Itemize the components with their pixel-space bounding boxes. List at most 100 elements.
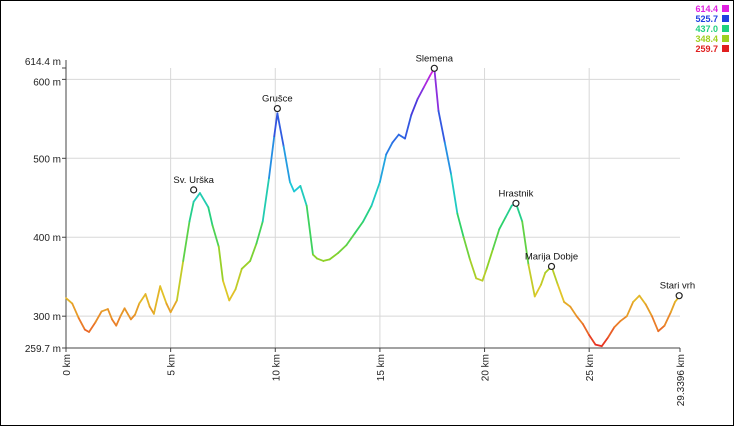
x-tick-label: 5 km (167, 354, 178, 376)
elevation-segment (211, 224, 220, 248)
legend-swatch (722, 15, 729, 22)
elevation-segment (613, 320, 622, 329)
elevation-segment (192, 192, 201, 203)
elevation-segment (293, 185, 302, 193)
peak-marker (273, 104, 281, 113)
elevation-segment (404, 113, 413, 140)
elevation-segment (456, 212, 465, 239)
elevation-segment (481, 267, 488, 282)
elevation-segment (600, 336, 609, 348)
elevation-segment (65, 297, 74, 305)
x-tick-label: 15 km (376, 354, 387, 381)
legend-label: 259.7 (695, 44, 718, 54)
legend-label: 614.4 (695, 4, 718, 14)
legend-swatch (722, 45, 729, 52)
elevation-segment (255, 220, 264, 245)
elevation-segment (569, 305, 578, 318)
y-tick-label: 614.4 m (25, 57, 61, 68)
annotations: Sv. Urška Grušce Slemena Hrastnik Marija Dob… (173, 53, 695, 300)
elevation-segment (115, 315, 122, 327)
elevation-segment (71, 302, 80, 319)
elevation-segment (527, 263, 536, 298)
y-tick-label: 600 m (33, 77, 61, 88)
x-tick-label: 29.3396 km (676, 354, 687, 406)
elevation-segment (261, 177, 270, 223)
peak-marker (430, 64, 438, 72)
legend-swatch (722, 25, 729, 32)
elevation-segment (305, 204, 314, 256)
elevation-segment (322, 258, 331, 262)
elevation-segment (588, 334, 597, 346)
elevation-segment (228, 288, 237, 302)
elevation-segment (353, 220, 365, 235)
elevation-segment (397, 133, 406, 140)
elevation-segment (619, 315, 628, 322)
elevation-segment (188, 200, 195, 223)
peak-marker (190, 186, 198, 194)
axes: 259.7 m 300 m 400 m 500 m 600 m 614.4 m 0 km 5 … (25, 57, 687, 406)
elevation-segment (644, 303, 653, 318)
elevation-segment (77, 316, 86, 331)
elevation-segment (123, 307, 132, 321)
elevation-segment (422, 74, 432, 89)
elevation-segment (129, 313, 136, 321)
elevation-segment (138, 293, 147, 305)
elevation-segment (176, 260, 185, 302)
elevation-segment (391, 133, 400, 144)
elevation-segment (234, 267, 243, 291)
elevation-segment (498, 216, 507, 231)
elevation-segment (437, 110, 446, 144)
elevation-segment (222, 279, 231, 302)
elevation-segment (638, 294, 647, 306)
elevation-segment (410, 98, 419, 116)
elevation-segment (159, 285, 168, 305)
elevation-segment (475, 277, 484, 282)
elevation-segment (521, 220, 530, 266)
elevation-segment (148, 305, 155, 315)
elevation-segment (299, 185, 308, 207)
elevation-segment (249, 242, 258, 262)
elevation-segment (657, 324, 666, 333)
elevation-segment (273, 112, 279, 138)
peak-label: Marija Dobje (525, 251, 578, 262)
elevation-segment (289, 181, 296, 193)
elevation-segment (443, 141, 452, 175)
elevation-segment (282, 145, 291, 183)
elevation-segment (450, 173, 459, 215)
elevation-segment (240, 260, 252, 270)
elevation-segment (337, 244, 348, 254)
elevation-segment (134, 302, 141, 316)
elevation-segment (632, 294, 641, 303)
elevation-segment (362, 204, 373, 223)
x-tick-label: 20 km (481, 354, 492, 381)
elevation-segment (207, 206, 214, 227)
elevation-segment (540, 271, 547, 286)
peak-label: Grušce (262, 94, 293, 105)
elevation-segment (182, 220, 191, 262)
elevation-segment (416, 86, 425, 101)
elevation-segment (625, 301, 635, 318)
elevation-segment (276, 112, 285, 148)
elevation-segment (316, 257, 325, 262)
x-tick-label: 25 km (585, 354, 596, 381)
y-tick-label: 400 m (33, 233, 61, 244)
elevation-segment (100, 308, 109, 313)
elevation-segment (268, 135, 276, 179)
peak-label: Sv. Urška (173, 175, 214, 186)
peak-label: Slemena (416, 53, 454, 64)
elevation-segment (345, 232, 356, 247)
peak-marker (675, 292, 683, 300)
elevation-segment (144, 293, 151, 308)
elevation-segment (88, 321, 97, 333)
elevation-segment (379, 153, 388, 183)
elevation-segment (485, 248, 494, 270)
legend-label: 525.7 (695, 14, 718, 24)
elevation-line (65, 67, 681, 348)
elevation-segment (575, 315, 584, 325)
elevation-segment (651, 315, 660, 333)
elevation-segment (370, 181, 381, 207)
x-tick-label: 0 km (62, 354, 73, 376)
elevation-segment (165, 302, 172, 314)
elevation-segment (199, 192, 210, 209)
